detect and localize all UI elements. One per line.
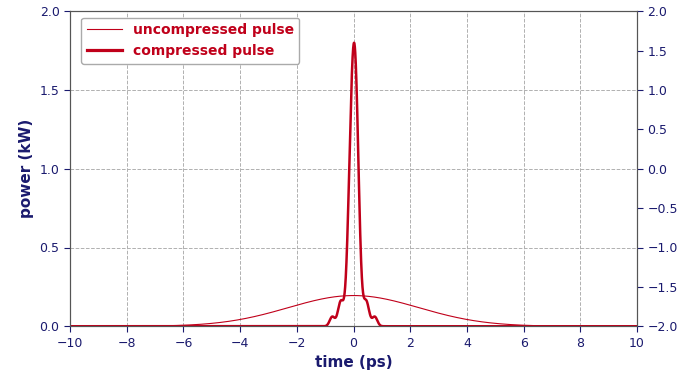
uncompressed pulse	[99, 324, 108, 328]
uncompressed pulse	[177, 323, 186, 328]
Legend: uncompressed pulse, compressed pulse: uncompressed pulse, compressed pulse	[81, 18, 300, 64]
uncompressed pulse	[66, 324, 74, 328]
uncompressed pulse	[343, 293, 351, 298]
compressed pulse	[343, 240, 351, 244]
Y-axis label: power (kW): power (kW)	[19, 119, 34, 218]
compressed pulse	[69, 324, 77, 328]
compressed pulse	[603, 324, 611, 328]
uncompressed pulse	[603, 324, 611, 328]
uncompressed pulse	[90, 324, 98, 328]
compressed pulse	[633, 324, 641, 328]
compressed pulse	[66, 324, 74, 328]
uncompressed pulse	[69, 324, 77, 328]
compressed pulse	[177, 324, 186, 328]
uncompressed pulse	[633, 324, 641, 328]
X-axis label: time (ps): time (ps)	[315, 355, 392, 370]
compressed pulse	[99, 324, 108, 328]
Line: uncompressed pulse: uncompressed pulse	[70, 296, 637, 326]
Line: compressed pulse: compressed pulse	[70, 43, 637, 326]
compressed pulse	[90, 324, 98, 328]
uncompressed pulse	[349, 293, 358, 298]
compressed pulse	[350, 40, 358, 45]
